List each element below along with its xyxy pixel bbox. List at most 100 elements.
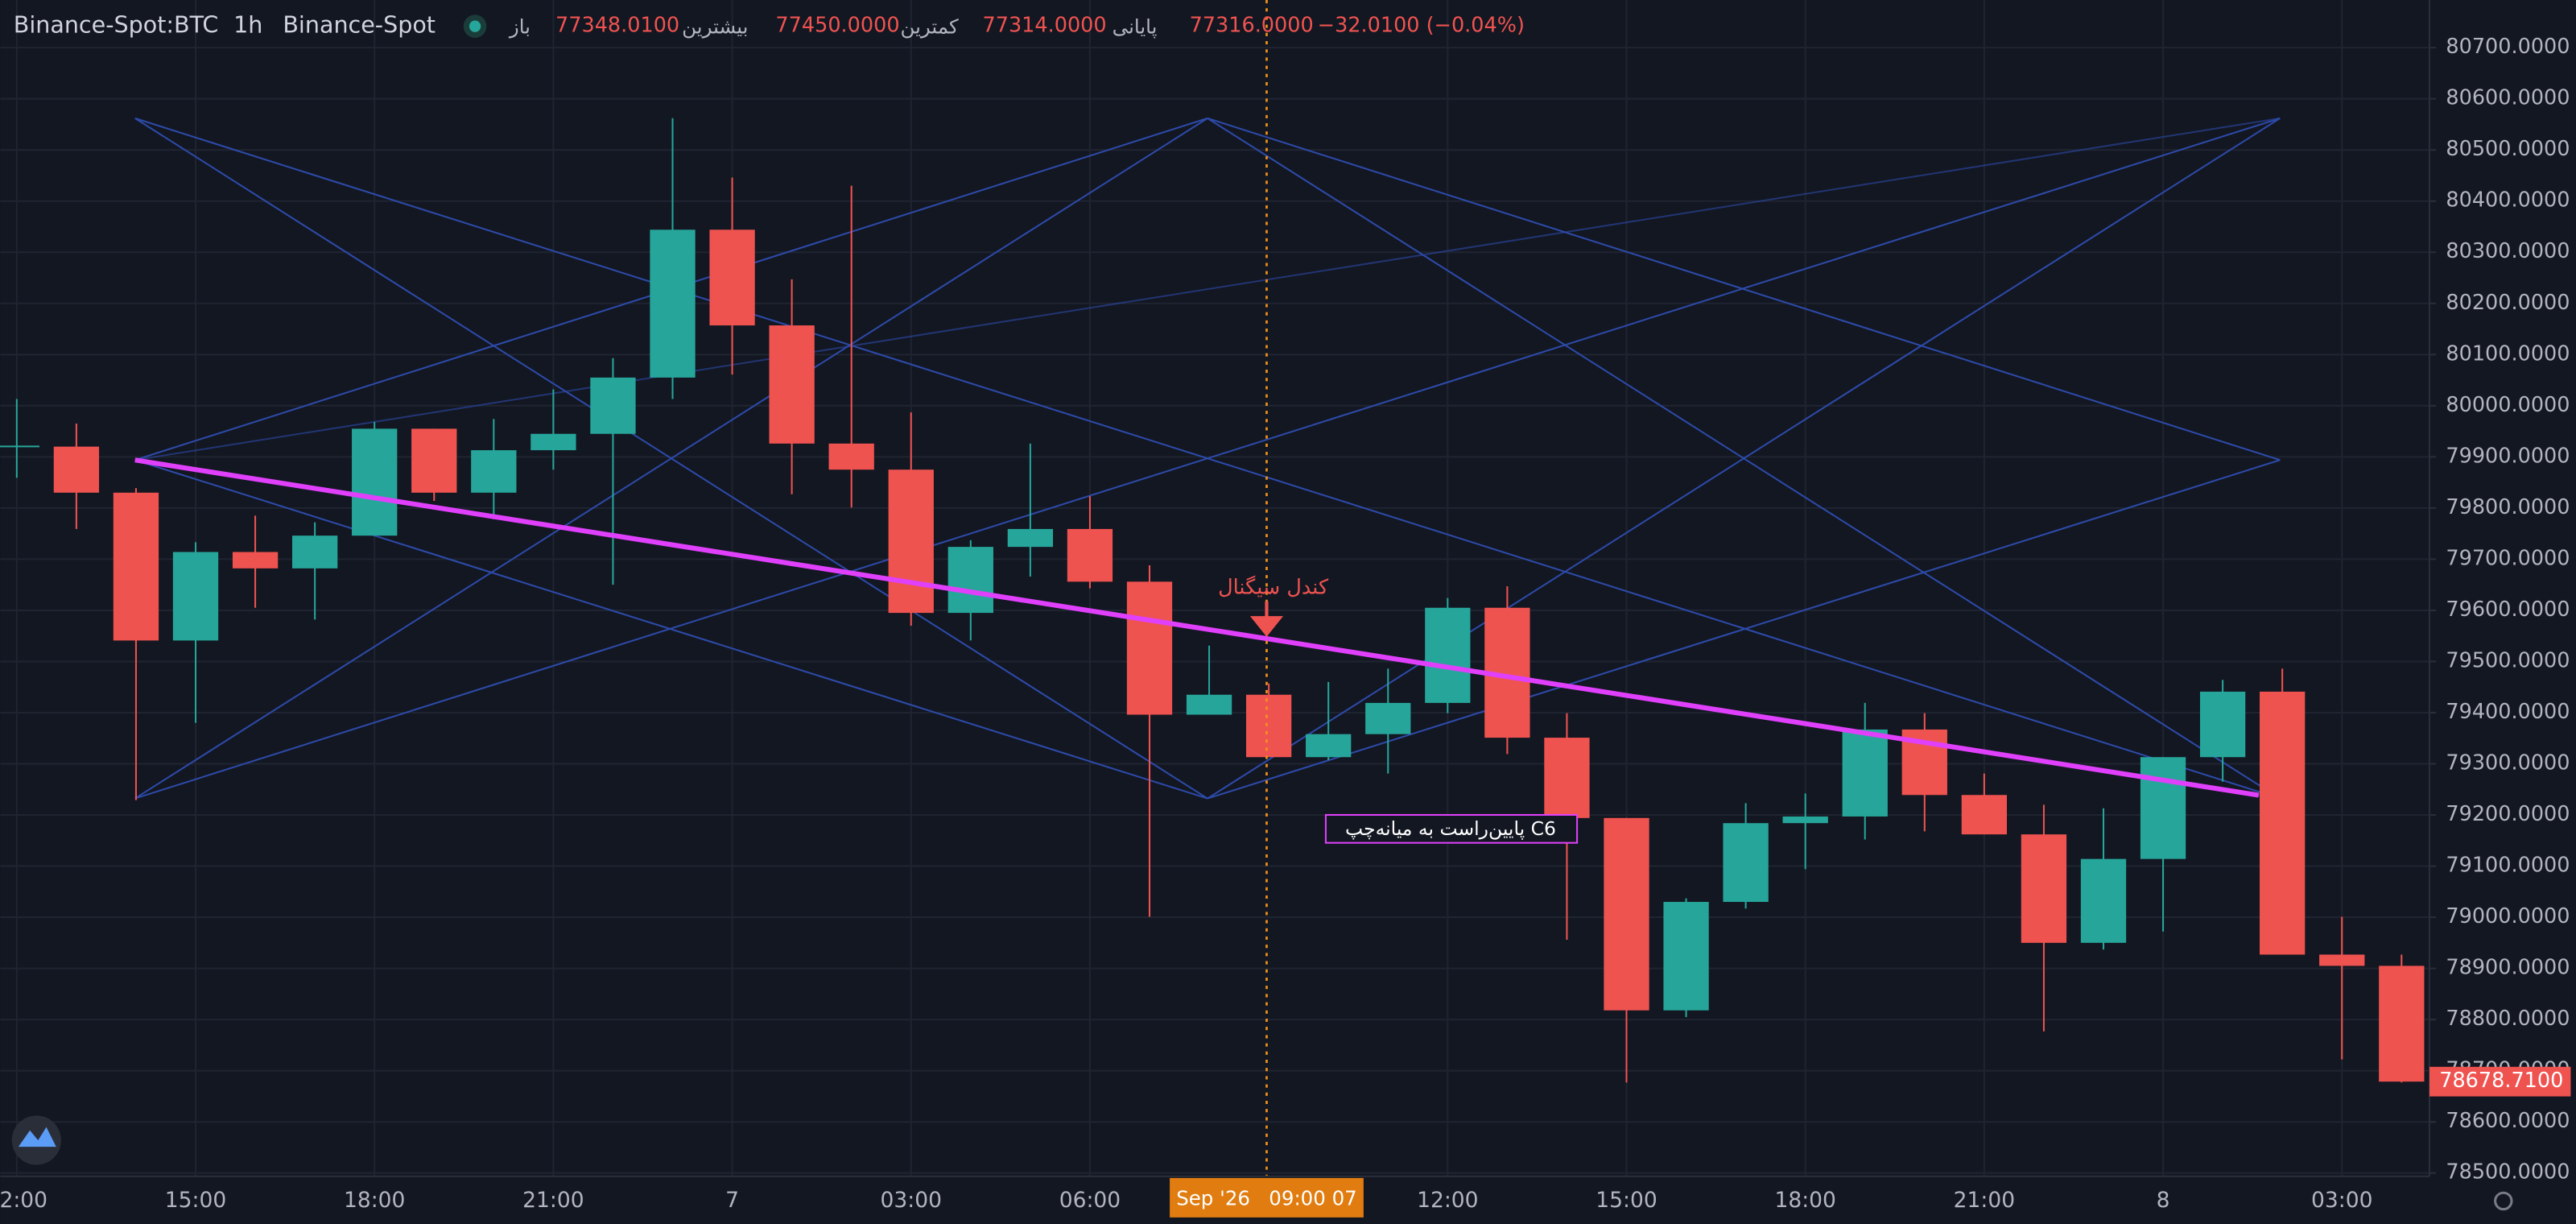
candle-body	[0, 445, 39, 448]
x-tick-label: 15:00	[165, 1188, 226, 1213]
pattern-line	[1207, 117, 2281, 461]
exchange: Binance-Spot	[283, 11, 436, 39]
candle-body	[1067, 528, 1113, 582]
candle-body	[769, 325, 815, 444]
candle-body	[1842, 729, 1888, 817]
y-tick-label: 80100.0000	[2446, 341, 2570, 366]
y-tick-label: 79200.0000	[2446, 802, 2570, 826]
candle-body	[530, 433, 576, 451]
pattern-line	[134, 117, 2281, 800]
trend-line	[134, 457, 2260, 798]
last-price-label: 78678.7100	[2439, 1069, 2563, 1093]
last-price-bg	[2429, 1066, 2571, 1097]
candle-body	[1425, 607, 1471, 703]
candle-body	[1007, 528, 1054, 548]
candle-body	[2199, 691, 2246, 758]
interval: 1h	[233, 11, 262, 39]
y-tick-label: 80700.0000	[2446, 35, 2570, 59]
candle-body	[1245, 694, 1292, 758]
close-value: 77316.0000	[1190, 14, 1314, 38]
high-value: 77450.0000	[775, 14, 899, 38]
y-tick-label: 79600.0000	[2446, 598, 2570, 622]
candle-body	[471, 450, 517, 493]
candle-body	[291, 536, 338, 569]
status-dot	[469, 20, 481, 32]
y-tick-label: 79800.0000	[2446, 495, 2570, 519]
x-tick-label: 8	[2157, 1188, 2170, 1213]
pattern-line	[1207, 459, 2281, 800]
y-tick-label: 78800.0000	[2446, 1007, 2570, 1031]
candle-body	[709, 229, 755, 326]
y-tick-label: 80200.0000	[2446, 291, 2570, 315]
y-tick-label: 80500.0000	[2446, 137, 2570, 161]
candle-body	[650, 229, 696, 378]
y-tick-label: 78500.0000	[2446, 1160, 2570, 1185]
candle-body	[1782, 816, 1828, 824]
candles	[0, 118, 2425, 1083]
y-tick-label: 79500.0000	[2446, 648, 2570, 672]
change-value: −32.0100 (−0.04%)	[1318, 14, 1525, 38]
x-tick-label: 06:00	[1059, 1188, 1121, 1213]
x-tick-label: 7	[725, 1188, 739, 1213]
candle-body	[1723, 823, 1769, 903]
candle-body	[828, 443, 874, 470]
candle-body	[2021, 834, 2067, 943]
y-tick-label: 78600.0000	[2446, 1109, 2570, 1133]
y-tick-label: 79700.0000	[2446, 546, 2570, 570]
pattern-line	[134, 117, 2281, 461]
candle-body	[947, 547, 993, 614]
low-value: 77314.0000	[983, 14, 1107, 38]
candle-body	[1126, 581, 1173, 715]
candle-body	[2260, 691, 2306, 955]
crosshair-time-label: Sep '26 09:00 07	[1176, 1186, 1357, 1210]
y-tick-label: 80300.0000	[2446, 239, 2570, 263]
x-tick-label: 18:00	[344, 1188, 405, 1213]
candle-body	[2319, 954, 2365, 966]
y-tick-label: 79300.0000	[2446, 751, 2570, 775]
candle-body	[1186, 694, 1232, 715]
open-label: باز	[508, 15, 530, 39]
x-tick-label: 21:00	[522, 1188, 584, 1213]
candle-body	[2140, 757, 2186, 859]
open-value: 77348.0100	[555, 14, 679, 38]
x-tick-label: 18:00	[1774, 1188, 1835, 1213]
header: Binance-Spot:BTC 1h Binance-Spot باز 773…	[14, 11, 1525, 39]
candle-body	[2080, 858, 2127, 943]
y-tick-label: 79100.0000	[2446, 854, 2570, 878]
candle-body	[1365, 702, 1411, 734]
y-tick-label: 80000.0000	[2446, 393, 2570, 417]
close-label: پایانی	[1113, 15, 1158, 39]
pattern-label-box	[1324, 813, 1579, 844]
pattern-line	[134, 459, 1208, 800]
y-tick-label: 79900.0000	[2446, 444, 2570, 468]
logo-mark	[18, 1127, 56, 1148]
y-tick-label: 80600.0000	[2446, 86, 2570, 110]
x-tick-label: 15:00	[1596, 1188, 1657, 1213]
x-tick-label: 21:00	[1954, 1188, 2015, 1213]
grid	[0, 0, 2429, 1176]
x-tick-label: 03:00	[881, 1188, 942, 1213]
candle-body	[1961, 795, 2008, 835]
candle-body	[53, 446, 100, 493]
candle-body	[2379, 966, 2425, 1082]
candle-body	[352, 428, 398, 536]
settings-icon[interactable]	[2494, 1191, 2513, 1211]
price-axis-bg	[2429, 0, 2576, 1224]
signal-arrow	[1249, 601, 1284, 637]
candle-body	[590, 377, 636, 434]
y-tick-label: 79400.0000	[2446, 700, 2570, 724]
y-tick-label: 79000.0000	[2446, 904, 2570, 928]
candle-body	[172, 552, 219, 641]
x-tick-label: 03:00	[2311, 1188, 2372, 1213]
candle-body	[1544, 738, 1590, 818]
candle-body	[1604, 817, 1649, 1011]
x-tick-label: 12:00	[1417, 1188, 1478, 1213]
pattern-label: پایین‌راست به میانه‌چپ C6	[1345, 817, 1556, 840]
symbol: Binance-Spot:BTC	[14, 11, 219, 39]
candle-body	[113, 492, 159, 641]
pattern-line	[1207, 118, 2281, 800]
low-label: کمترین	[900, 15, 958, 39]
y-tick-label: 78900.0000	[2446, 956, 2570, 980]
